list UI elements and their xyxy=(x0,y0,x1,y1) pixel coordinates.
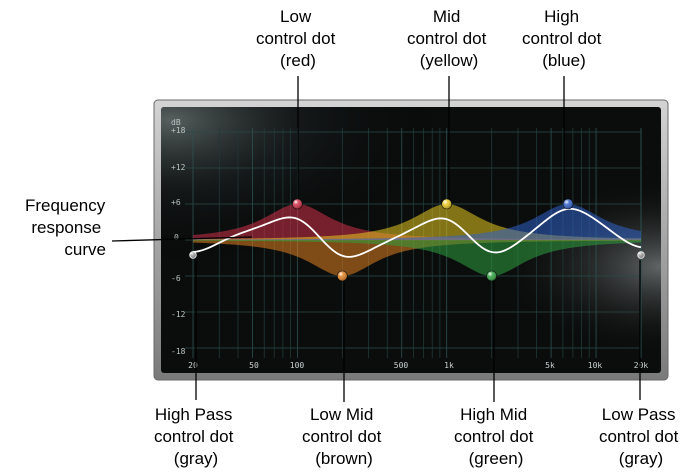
db-label: +12 xyxy=(171,163,186,172)
db-unit-label: dB xyxy=(171,118,181,127)
callout-labels: Low control dot (red) Mid control dot (y… xyxy=(25,7,683,468)
callout-high-mid: High Mid control dot (green) xyxy=(454,405,538,468)
freq-label: 500 xyxy=(394,361,409,370)
band-fill-low-mid xyxy=(193,240,641,276)
dot-highlight xyxy=(563,199,574,209)
callout-low-pass: Low Pass control dot (gray) xyxy=(599,405,683,468)
callout-high-pass: High Pass control dot (gray) xyxy=(154,405,238,468)
callout-curve: Frequency response curve xyxy=(25,196,110,259)
db-label: +18 xyxy=(171,126,186,135)
callout-high: High control dot (blue) xyxy=(522,7,606,70)
low-pass-control-dot[interactable] xyxy=(637,251,645,259)
callout-low: Low control dot (red) xyxy=(256,7,340,70)
dot-highlight xyxy=(189,251,197,259)
db-scale: dB +18 +12 +6 0 -6 -12 -18 xyxy=(171,118,186,356)
db-label: -6 xyxy=(171,274,181,283)
freq-label: 100 xyxy=(290,361,305,370)
dot-highlight xyxy=(637,251,645,259)
callout-mid: Mid control dot (yellow) xyxy=(407,7,491,70)
db-label: -18 xyxy=(171,347,186,356)
control-dots xyxy=(189,198,645,282)
dot-highlight xyxy=(486,271,497,281)
band-fill-low xyxy=(193,204,641,240)
dot-highlight xyxy=(292,199,303,209)
frequency-response-curve xyxy=(192,207,642,258)
freq-label: 20k xyxy=(634,361,649,370)
freq-label: 20 xyxy=(188,361,198,370)
high-control-dot[interactable] xyxy=(562,198,574,210)
callout-leaders xyxy=(111,76,641,402)
low-mid-control-dot[interactable] xyxy=(337,270,348,282)
freq-label: 5k xyxy=(545,361,555,370)
band-fill-mid xyxy=(193,204,641,240)
band-fill-high xyxy=(193,204,641,240)
db-label: 0 xyxy=(174,233,179,242)
dot-highlight xyxy=(441,199,452,209)
high-pass-control-dot[interactable] xyxy=(189,251,197,259)
frequency-scale: 20 50 100 500 1k 5k 10k 20k xyxy=(188,361,648,370)
mid-control-dot[interactable] xyxy=(441,198,453,210)
db-label: -12 xyxy=(171,310,186,319)
freq-label: 10k xyxy=(588,361,603,370)
high-mid-control-dot[interactable] xyxy=(486,270,497,282)
db-label: +6 xyxy=(171,198,181,207)
band-fills xyxy=(193,204,641,276)
callout-low-mid: Low Mid control dot (brown) xyxy=(302,405,386,468)
low-control-dot[interactable] xyxy=(292,198,303,210)
dot-highlight xyxy=(337,271,348,281)
freq-label: 50 xyxy=(249,361,259,370)
freq-label: 1k xyxy=(444,361,454,370)
band-fill-high-mid xyxy=(193,240,641,276)
leader-curve xyxy=(111,236,253,242)
